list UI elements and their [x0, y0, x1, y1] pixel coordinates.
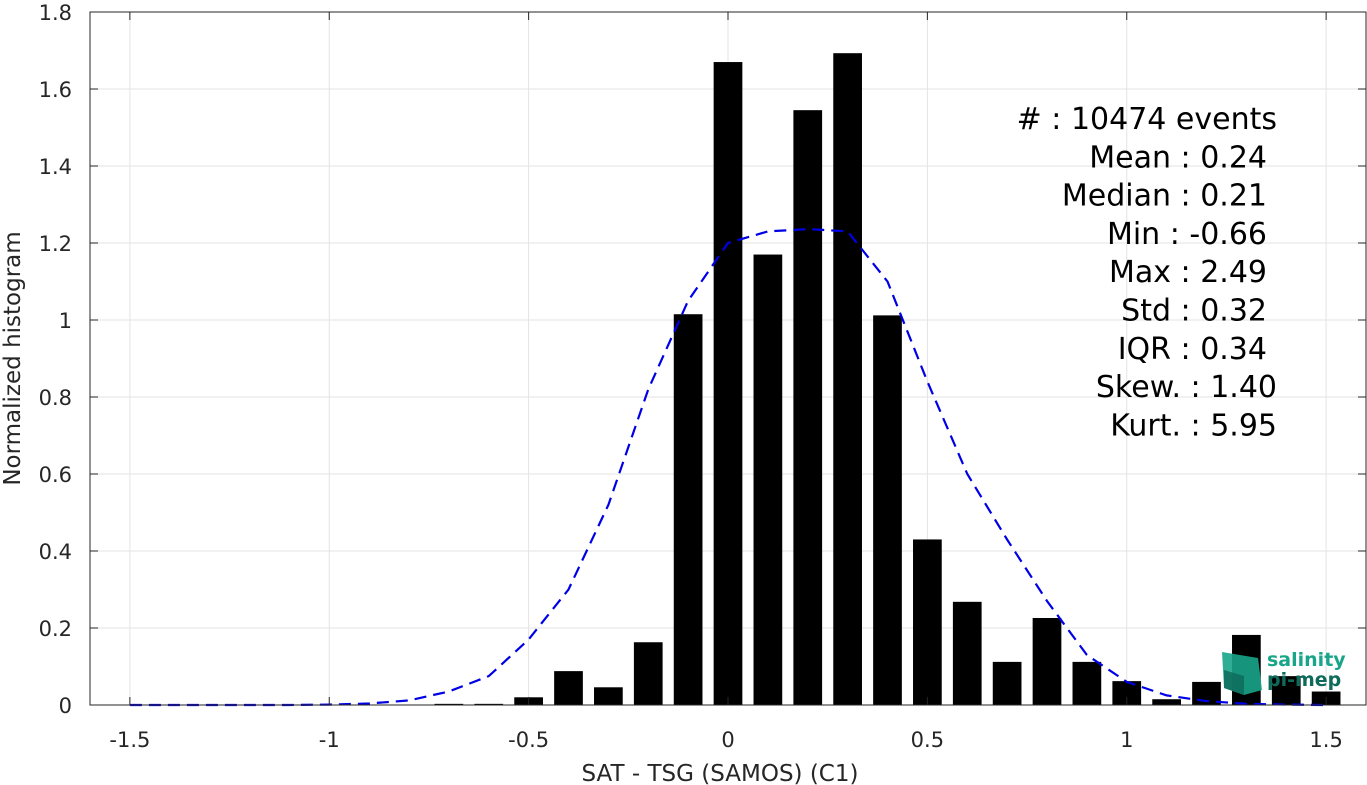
x-tick-label-4: 0.5 [911, 728, 944, 752]
x-tick-label-2: -0.5 [508, 728, 549, 752]
histogram-bar-5 [633, 642, 663, 705]
salinity-pi-mep-logo: salinity pi-mep [1222, 649, 1346, 695]
x-tick-label-6: 1.5 [1309, 728, 1342, 752]
stat-line-2: Median : 0.21 [1062, 179, 1267, 214]
y-tick-label-5: 1 [59, 309, 72, 333]
histogram-bar-11 [873, 315, 902, 705]
histogram-bar-10 [833, 53, 862, 705]
histogram-bar-4 [594, 687, 623, 705]
stat-line-6: IQR : 0.34 [1118, 332, 1267, 367]
stat-line-8: Kurt. : 5.95 [1110, 408, 1277, 443]
x-tick-label-5: 1 [1120, 728, 1133, 752]
y-tick-label-6: 1.2 [39, 232, 72, 256]
y-tick-label-0: 0 [59, 694, 72, 718]
stat-line-4: Max : 2.49 [1109, 255, 1267, 290]
histogram-bar-9 [793, 110, 823, 706]
y-axis-label: Normalized histogram [0, 231, 26, 485]
logo-cube-shade-icon [1224, 670, 1244, 695]
histogram-bar-1 [474, 703, 504, 705]
x-tick-label-1: -1 [319, 728, 340, 752]
normal-fit-curve [129, 227, 1327, 707]
x-tick-label-3: 0 [721, 728, 734, 752]
logo-line-2: pi-mep [1267, 669, 1341, 691]
histogram-bars [434, 53, 1341, 706]
stat-line-5: Std : 0.32 [1121, 294, 1267, 329]
histogram-bar-6 [673, 314, 703, 705]
histogram-bar-0 [434, 703, 464, 705]
y-tick-label-8: 1.6 [39, 78, 72, 102]
y-tick-label-1: 0.2 [39, 617, 72, 641]
histogram-bar-15 [1032, 617, 1062, 705]
y-tick-label-9: 1.8 [39, 1, 72, 25]
stat-line-7: Skew. : 1.40 [1096, 370, 1277, 405]
x-axis-label: SAT - TSG (SAMOS) (C1) [582, 761, 859, 785]
x-axis-ticks: -1.5 -1 -0.5 0 0.5 1 1.5 [109, 12, 1343, 752]
logo-line-1: salinity [1267, 649, 1346, 671]
y-tick-label-7: 1.4 [39, 155, 72, 179]
histogram-bar-3 [554, 671, 583, 705]
y-tick-label-3: 0.6 [39, 463, 72, 487]
stat-line-0: # : 10474 events [1017, 102, 1277, 137]
stat-line-1: Mean : 0.24 [1089, 140, 1267, 175]
histogram-bar-16 [1072, 661, 1102, 705]
histogram-bar-7 [713, 62, 743, 706]
histogram-bar-21 [1271, 676, 1301, 705]
y-tick-label-4: 0.8 [39, 386, 72, 410]
histogram-bar-12 [913, 539, 942, 705]
histogram-bar-14 [992, 661, 1022, 705]
y-tick-label-2: 0.4 [39, 540, 72, 564]
histogram-bar-18 [1152, 699, 1181, 705]
y-axis-ticks: 0 0.2 0.4 0.6 0.8 1 1.2 1.4 1.6 1.8 [39, 1, 1366, 718]
x-tick-label-0: -1.5 [109, 728, 150, 752]
histogram-bar-17 [1112, 681, 1142, 705]
stat-line-3: Min : -0.66 [1107, 217, 1267, 252]
histogram-bar-8 [753, 254, 783, 706]
histogram-bar-13 [952, 601, 982, 705]
